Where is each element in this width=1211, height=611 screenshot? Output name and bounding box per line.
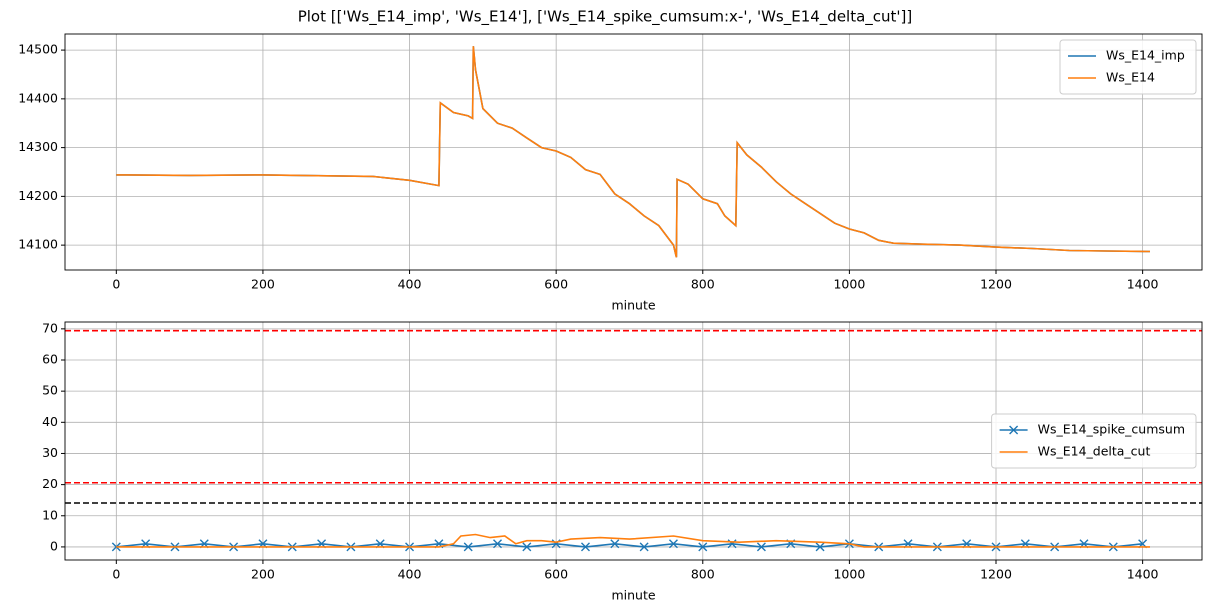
axes-frame [64, 33, 1203, 271]
y-tick-label: 60 [42, 352, 58, 367]
x-tick-label: 0 [112, 567, 120, 582]
legend-marker [1009, 425, 1019, 435]
marker [580, 542, 590, 552]
figure-title: Plot [['Ws_E14_imp', 'Ws_E14'], ['Ws_E14… [298, 8, 913, 27]
x-tick-label: 1000 [833, 277, 865, 292]
x-tick-label: 0 [112, 277, 120, 292]
legend-label: Ws_E14_delta_cut [1038, 444, 1151, 459]
x-tick-label: 200 [251, 277, 275, 292]
x-tick-label: 600 [544, 277, 568, 292]
marker [610, 539, 620, 549]
x-tick-label: 800 [691, 277, 715, 292]
series-line [116, 533, 1150, 548]
y-tick-label: 14100 [18, 237, 58, 252]
y-tick-label: 30 [42, 445, 58, 460]
legend-label: Ws_E14 [1106, 70, 1155, 85]
marker [639, 542, 649, 552]
series-line [116, 46, 1151, 258]
legend-label: Ws_E14_imp [1106, 48, 1185, 63]
marker [815, 542, 825, 552]
x-tick-label: 400 [398, 277, 422, 292]
x-tick-label: 1200 [980, 277, 1012, 292]
x-tick-label: 1400 [1127, 277, 1159, 292]
x-tick-label: 600 [544, 567, 568, 582]
x-tick-label: 800 [691, 567, 715, 582]
axes-frame [64, 321, 1203, 561]
y-tick-label: 50 [42, 383, 58, 398]
marker [463, 542, 473, 552]
x-tick-label: 200 [251, 567, 275, 582]
x-tick-label: 1400 [1127, 567, 1159, 582]
marker [756, 542, 766, 552]
marker [698, 542, 708, 552]
y-tick-label: 40 [42, 414, 58, 429]
y-tick-label: 14300 [18, 139, 58, 154]
y-tick-label: 14200 [18, 188, 58, 203]
y-tick-label: 0 [50, 538, 58, 553]
legend-box [1059, 39, 1197, 95]
x-tick-label: 400 [398, 567, 422, 582]
legend-box [991, 413, 1197, 469]
x-axis-label: minute [611, 298, 655, 313]
y-tick-label: 70 [42, 320, 58, 335]
series-line [116, 46, 1151, 258]
y-tick-label: 10 [42, 507, 58, 522]
legend-label: Ws_E14_spike_cumsum [1038, 422, 1185, 437]
marker [522, 542, 532, 552]
x-axis-label: minute [611, 588, 655, 603]
x-tick-label: 1200 [980, 567, 1012, 582]
y-tick-label: 14400 [18, 90, 58, 105]
y-tick-label: 20 [42, 476, 58, 491]
x-tick-label: 1000 [833, 567, 865, 582]
y-tick-label: 14500 [18, 42, 58, 57]
marker [668, 539, 678, 549]
marker [493, 539, 503, 549]
